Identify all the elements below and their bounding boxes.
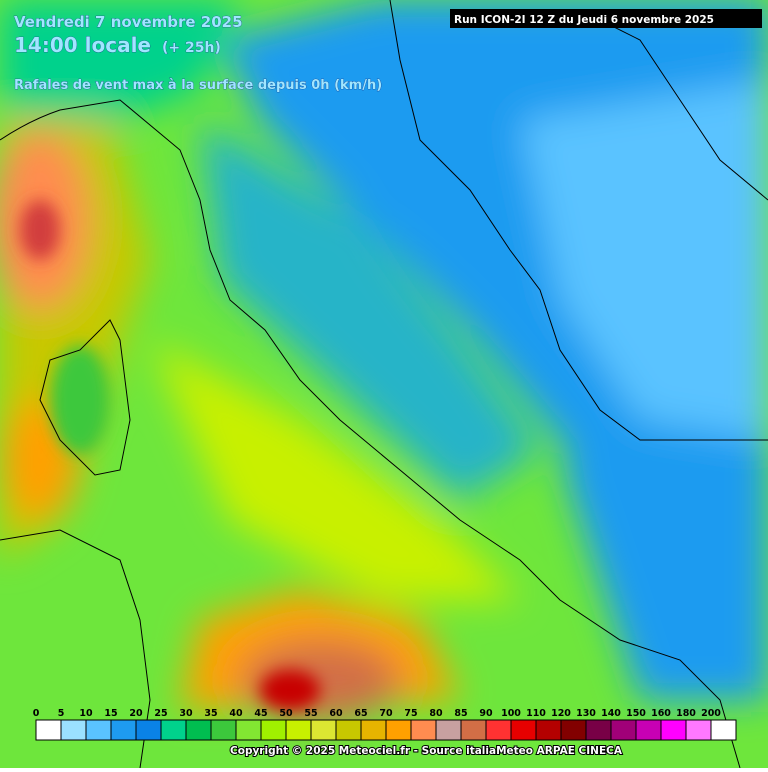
color-swatch (385, 719, 412, 741)
lead-time: (+ 25h) (162, 40, 221, 56)
color-swatch (635, 719, 662, 741)
color-swatch (585, 719, 612, 741)
run-info: Run ICON-2I 12 Z du Jeudi 6 novembre 202… (454, 14, 714, 26)
legend-label: 150 (626, 708, 646, 719)
color-swatch (235, 719, 262, 741)
legend-label: 45 (254, 708, 267, 719)
legend-label: 30 (179, 708, 193, 719)
forecast-time: 14:00 locale (14, 33, 151, 57)
color-swatch (185, 719, 212, 741)
legend-label: 65 (354, 708, 367, 719)
color-swatch (110, 719, 137, 741)
legend-label: 15 (104, 708, 117, 719)
color-swatch (510, 719, 537, 741)
color-swatch (685, 719, 712, 741)
legend-label: 180 (676, 708, 696, 719)
legend-label: 85 (454, 708, 467, 719)
color-swatch (285, 719, 312, 741)
color-swatch (35, 719, 62, 741)
forecast-date: Vendredi 7 novembre 2025 (14, 13, 243, 31)
legend-label: 130 (576, 708, 596, 719)
legend-label: 60 (329, 708, 343, 719)
color-swatch (210, 719, 237, 741)
legend-label: 100 (501, 708, 521, 719)
color-swatch (560, 719, 587, 741)
color-swatch (260, 719, 287, 741)
color-swatch (435, 719, 462, 741)
color-swatch (710, 719, 737, 741)
color-swatch (135, 719, 162, 741)
legend-label: 55 (304, 708, 317, 719)
color-swatch (85, 719, 112, 741)
legend-label: 40 (229, 708, 243, 719)
legend-label: 90 (479, 708, 493, 719)
legend-label: 50 (279, 708, 293, 719)
legend-label: 25 (154, 708, 167, 719)
color-swatch (310, 719, 337, 741)
legend-label: 120 (551, 708, 571, 719)
legend-label: 160 (651, 708, 671, 719)
legend-label: 70 (379, 708, 393, 719)
legend-label: 10 (79, 708, 93, 719)
color-swatch (60, 719, 87, 741)
color-swatch (610, 719, 637, 741)
color-swatch (360, 719, 387, 741)
color-swatch (410, 719, 437, 741)
legend-label: 80 (429, 708, 443, 719)
legend-label: 75 (404, 708, 417, 719)
legend-label: 35 (204, 708, 217, 719)
color-swatch (460, 719, 487, 741)
color-swatch (160, 719, 187, 741)
legend-label: 20 (129, 708, 143, 719)
color-swatch (535, 719, 562, 741)
color-swatch (485, 719, 512, 741)
parameter: Rafales de vent max à la surface depuis … (14, 78, 382, 93)
legend-label: 0 (33, 708, 40, 719)
color-swatch (335, 719, 362, 741)
legend-label: 110 (526, 708, 546, 719)
run-box (450, 9, 762, 28)
legend-label: 140 (601, 708, 621, 719)
legend-label: 5 (58, 708, 65, 719)
copyright: Copyright © 2025 Meteociel.fr - Source i… (230, 745, 623, 757)
color-swatch (660, 719, 687, 741)
legend: 0 5 10 15 20 25 30 35 40 45 50 55 60 65 70 75 80 85 90 100 1… (33, 708, 737, 741)
legend-label: 200 (701, 708, 721, 719)
